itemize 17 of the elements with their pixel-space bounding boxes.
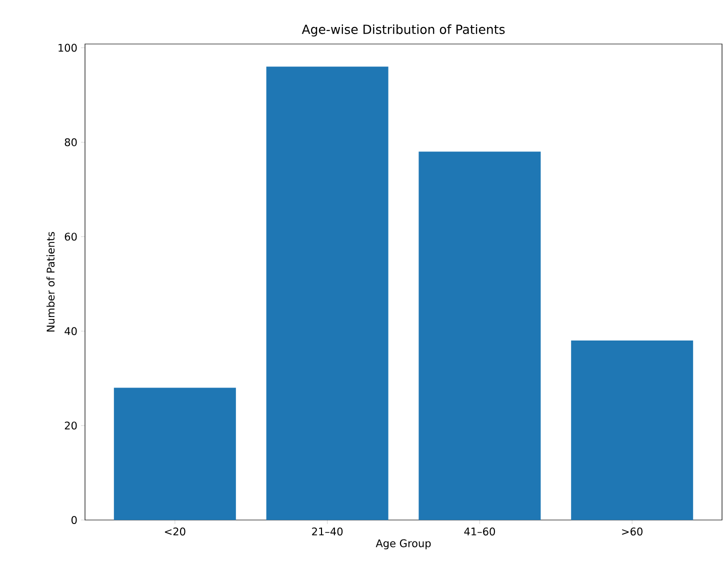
y-tick-label: 60 [64, 232, 77, 241]
x-tick-label: >60 [622, 528, 642, 536]
y-tick-label: 80 [64, 138, 77, 146]
y-tick-label: 40 [64, 327, 77, 336]
bar [571, 340, 694, 520]
y-tick-label: 0 [71, 516, 77, 524]
x-tick-label: 41–60 [464, 528, 495, 536]
y-tick-label: 20 [64, 422, 77, 430]
y-tick-label: 100 [58, 44, 77, 52]
chart-title: Age-wise Distribution of Patients [302, 24, 505, 36]
bar [266, 66, 388, 520]
bar [114, 388, 236, 520]
x-axis-title: Age Group [376, 539, 431, 550]
x-tick-label: 21–40 [312, 528, 343, 536]
y-axis-title: Number of Patients [46, 232, 55, 332]
x-tick-label: <20 [164, 528, 186, 536]
bar [418, 152, 541, 520]
